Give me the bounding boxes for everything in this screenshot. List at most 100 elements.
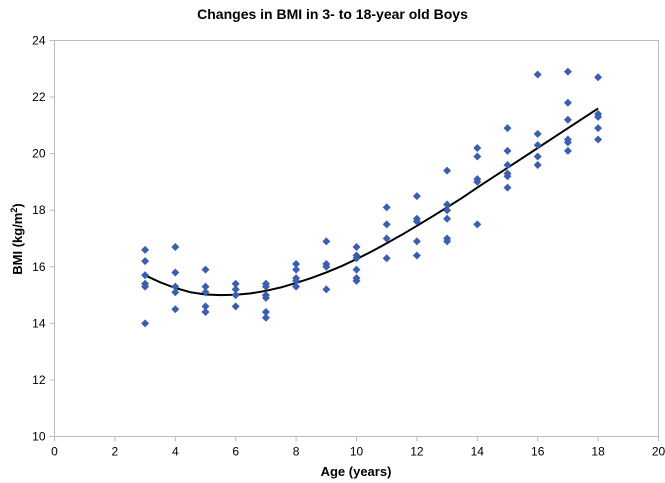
data-point bbox=[563, 115, 572, 124]
y-tick-label: 10 bbox=[32, 430, 46, 444]
data-point bbox=[443, 214, 452, 223]
data-point bbox=[503, 124, 512, 133]
data-point bbox=[533, 160, 542, 169]
data-point bbox=[352, 276, 361, 285]
data-point bbox=[563, 146, 572, 155]
data-point bbox=[231, 291, 240, 300]
data-point bbox=[201, 282, 210, 291]
data-point bbox=[503, 172, 512, 181]
x-tick-label: 6 bbox=[232, 445, 239, 459]
data-point bbox=[443, 237, 452, 246]
data-point bbox=[231, 285, 240, 294]
y-tick-label: 18 bbox=[32, 203, 46, 217]
x-axis-label: Age (years) bbox=[320, 464, 392, 479]
data-point bbox=[594, 73, 603, 82]
data-point bbox=[171, 242, 180, 251]
data-point bbox=[201, 288, 210, 297]
chart-title: Changes in BMI in 3- to 18-year old Boys bbox=[197, 6, 468, 22]
data-point bbox=[473, 177, 482, 186]
data-point bbox=[473, 143, 482, 152]
x-tick-label: 12 bbox=[410, 445, 424, 459]
data-point bbox=[533, 70, 542, 79]
data-point bbox=[443, 206, 452, 215]
x-tick-label: 8 bbox=[293, 445, 300, 459]
data-point bbox=[141, 282, 150, 291]
data-point bbox=[533, 141, 542, 150]
data-point bbox=[231, 302, 240, 311]
x-tick-label: 4 bbox=[172, 445, 179, 459]
data-point bbox=[322, 262, 331, 271]
data-point bbox=[352, 254, 361, 263]
y-axis-label: BMI (kg/m2) bbox=[9, 203, 25, 274]
data-point bbox=[443, 200, 452, 209]
data-point bbox=[594, 135, 603, 144]
data-point bbox=[563, 138, 572, 147]
data-point bbox=[141, 271, 150, 280]
x-tick-label: 2 bbox=[112, 445, 119, 459]
y-tick-label: 16 bbox=[32, 260, 46, 274]
data-point bbox=[171, 282, 180, 291]
data-point bbox=[231, 279, 240, 288]
y-tick-label: 12 bbox=[32, 373, 46, 387]
x-tick-label: 14 bbox=[471, 445, 485, 459]
scatter-points bbox=[141, 67, 603, 328]
data-point bbox=[594, 112, 603, 121]
data-point bbox=[261, 308, 270, 317]
data-point bbox=[322, 237, 331, 246]
data-point bbox=[141, 257, 150, 266]
data-point bbox=[201, 302, 210, 311]
data-point bbox=[503, 160, 512, 169]
data-point bbox=[563, 67, 572, 76]
data-point bbox=[533, 129, 542, 138]
data-point bbox=[382, 254, 391, 263]
data-point bbox=[261, 282, 270, 291]
data-point bbox=[473, 152, 482, 161]
trend-line-group bbox=[144, 107, 599, 297]
data-point bbox=[352, 265, 361, 274]
y-axis-label-main: BMI (kg/m bbox=[10, 212, 26, 275]
x-tick-label: 0 bbox=[51, 445, 58, 459]
data-point bbox=[322, 285, 331, 294]
data-point bbox=[292, 259, 301, 268]
y-tick-label: 14 bbox=[32, 316, 46, 330]
y-axis-label-close: ) bbox=[10, 203, 26, 208]
trend-line bbox=[144, 107, 599, 297]
data-point bbox=[171, 268, 180, 277]
data-point bbox=[412, 217, 421, 226]
data-point bbox=[171, 305, 180, 314]
data-point bbox=[412, 251, 421, 260]
data-point bbox=[412, 237, 421, 246]
data-point bbox=[594, 124, 603, 133]
data-point bbox=[292, 276, 301, 285]
data-point bbox=[503, 183, 512, 192]
data-point bbox=[412, 192, 421, 201]
data-point bbox=[261, 293, 270, 302]
data-point bbox=[533, 152, 542, 161]
data-point bbox=[503, 146, 512, 155]
data-point bbox=[382, 220, 391, 229]
data-point bbox=[473, 220, 482, 229]
data-point bbox=[261, 313, 270, 322]
x-tick-label: 20 bbox=[652, 445, 665, 459]
y-axis-ticks: 10 12 14 16 18 20 22 24 bbox=[32, 34, 55, 444]
x-axis-ticks: 0 2 4 6 8 10 12 14 16 18 20 bbox=[51, 436, 665, 459]
y-tick-label: 20 bbox=[32, 147, 46, 161]
y-axis-label-superscript: 2 bbox=[8, 207, 19, 213]
data-point bbox=[201, 308, 210, 317]
data-point bbox=[141, 245, 150, 254]
data-point bbox=[171, 288, 180, 297]
data-point bbox=[352, 242, 361, 251]
data-point bbox=[382, 203, 391, 212]
data-point bbox=[292, 265, 301, 274]
x-tick-label: 18 bbox=[591, 445, 605, 459]
x-tick-label: 10 bbox=[350, 445, 364, 459]
data-point bbox=[382, 234, 391, 243]
data-point bbox=[443, 166, 452, 175]
data-point bbox=[141, 319, 150, 328]
y-tick-label: 22 bbox=[32, 90, 46, 104]
x-tick-label: 16 bbox=[531, 445, 545, 459]
data-point bbox=[563, 98, 572, 107]
y-tick-label: 24 bbox=[32, 34, 46, 48]
data-point bbox=[201, 265, 210, 274]
